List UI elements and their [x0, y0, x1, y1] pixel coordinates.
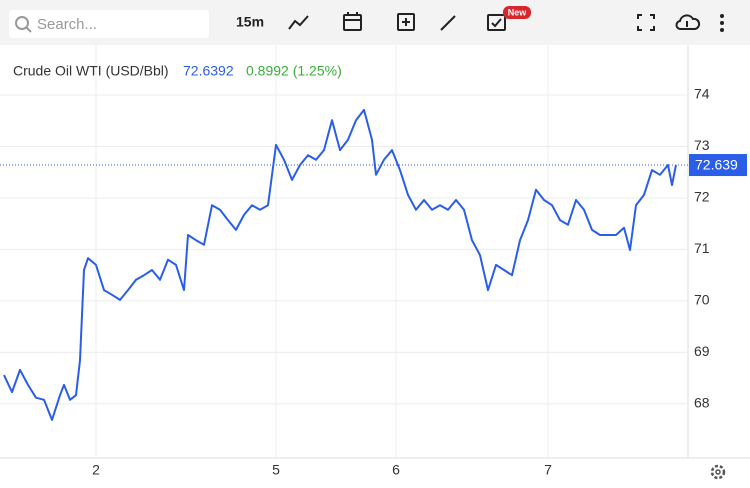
last-price-label: 72.639: [695, 157, 738, 173]
y-tick-label: 70: [694, 292, 710, 308]
y-tick-label: 71: [694, 240, 710, 256]
last-price-tag: [689, 154, 747, 177]
x-tick-label: 5: [272, 462, 280, 478]
search-placeholder: Search...: [37, 16, 97, 33]
y-tick-label: 72: [694, 189, 710, 205]
price-line: [3, 108, 677, 421]
settings-icon[interactable]: [710, 464, 726, 480]
fullscreen-icon[interactable]: [637, 14, 655, 31]
y-tick-label: 69: [694, 343, 710, 359]
chart-type-icon[interactable]: [288, 15, 309, 30]
x-tick-label: 7: [544, 462, 552, 478]
x-tick-label: 6: [392, 462, 400, 478]
events-icon[interactable]: [487, 14, 506, 31]
interval-button[interactable]: 15m: [236, 14, 264, 30]
instrument-name: Crude Oil WTI (USD/Bbl): [13, 63, 169, 79]
change: 0.8992 (1.25%): [246, 63, 342, 79]
x-tick-label: 2: [92, 462, 100, 478]
y-tick-label: 68: [694, 395, 710, 411]
grid: [0, 45, 688, 458]
new-badge-text: New: [508, 7, 528, 17]
search-box[interactable]: [9, 10, 209, 38]
new-badge: [503, 6, 531, 19]
y-tick-label: 73: [694, 137, 710, 153]
search-icon: [15, 16, 32, 33]
price: 72.6392: [183, 63, 234, 79]
calendar-icon[interactable]: [343, 12, 362, 31]
y-tick-label: 74: [694, 86, 710, 102]
menu-icon[interactable]: [720, 14, 724, 32]
add-icon[interactable]: [397, 13, 415, 31]
draw-icon[interactable]: [440, 15, 456, 31]
download-icon[interactable]: [675, 14, 701, 30]
